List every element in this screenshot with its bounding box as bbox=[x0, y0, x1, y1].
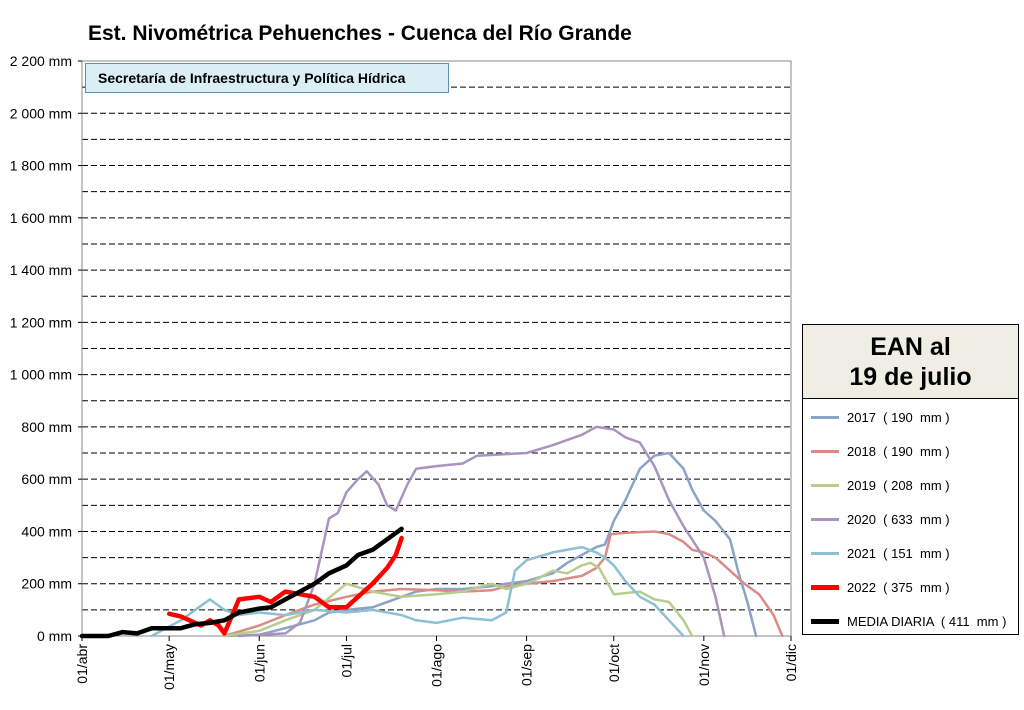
legend-swatch bbox=[811, 517, 839, 521]
legend-item: MEDIA DIARIA ( 411 mm ) bbox=[803, 609, 1006, 633]
y-tick-label: 0 mm bbox=[37, 628, 72, 644]
legend-item: 2022 ( 375 mm ) bbox=[803, 575, 950, 599]
x-tick-label: 01/abr bbox=[74, 644, 90, 684]
x-tick-label: 01/oct bbox=[606, 644, 622, 682]
x-tick-label: 01/ago bbox=[429, 644, 445, 687]
x-tick-label: 01/nov bbox=[696, 644, 712, 686]
legend-item: 2019 ( 208 mm ) bbox=[803, 473, 950, 497]
legend-label: 2017 ( 190 mm ) bbox=[847, 409, 950, 425]
grid-lines bbox=[82, 86, 791, 611]
legend-swatch bbox=[811, 618, 839, 624]
x-tick-label: 01/sep bbox=[519, 644, 535, 686]
y-tick-label: 1 200 mm bbox=[10, 314, 72, 330]
x-tick-label: 01/jun bbox=[251, 644, 267, 682]
legend-swatch bbox=[811, 415, 839, 419]
legend-swatch bbox=[811, 584, 839, 590]
y-tick-label: 600 mm bbox=[21, 471, 72, 487]
y-tick-label: 1 400 mm bbox=[10, 262, 72, 278]
y-tick-label: 200 mm bbox=[21, 576, 72, 592]
legend-swatch bbox=[811, 483, 839, 487]
legend-item: 2021 ( 151 mm ) bbox=[803, 541, 950, 565]
legend-label: 2018 ( 190 mm ) bbox=[847, 443, 950, 459]
series-line-2021 bbox=[150, 545, 685, 638]
series-line-2017 bbox=[223, 451, 758, 638]
y-tick-label: 2 000 mm bbox=[10, 105, 72, 121]
y-tick-label: 2 200 mm bbox=[10, 53, 72, 69]
x-axis: 01/abr 01/may 01/jun 01/jul 01/ago 01/sep 01/o… bbox=[74, 636, 799, 690]
legend-label: 2019 ( 208 mm ) bbox=[847, 477, 950, 493]
series-line-media-diaria bbox=[79, 526, 404, 639]
y-tick-label: 800 mm bbox=[21, 419, 72, 435]
legend-header: EAN al 19 de julio bbox=[803, 325, 1018, 399]
series-line-2019 bbox=[223, 561, 694, 638]
legend-header-line2: 19 de julio bbox=[849, 363, 972, 391]
legend-item: 2017 ( 190 mm ) bbox=[803, 405, 950, 429]
chart-title: Est. Nivométrica Pehuenches - Cuenca del… bbox=[88, 22, 632, 45]
legend-label: 2020 ( 633 mm ) bbox=[847, 511, 950, 527]
legend: EAN al 19 de julio 2017 ( 190 mm ) 2018 (… bbox=[802, 324, 1019, 635]
x-tick-label: 01/dic bbox=[783, 644, 799, 681]
series-line-2020 bbox=[237, 425, 726, 638]
y-axis: 0 mm 200 mm 400 mm 600 mm 800 mm 1 000 mm 1 20… bbox=[10, 53, 82, 644]
legend-header-line1: EAN al bbox=[870, 333, 951, 361]
subtitle-box: Secretaría de Infraestructura y Política… bbox=[85, 63, 449, 93]
x-tick-label: 01/jul bbox=[338, 644, 354, 677]
legend-item: 2020 ( 633 mm ) bbox=[803, 507, 950, 531]
legend-label: 2022 ( 375 mm ) bbox=[847, 579, 950, 595]
legend-label: MEDIA DIARIA ( 411 mm ) bbox=[847, 613, 1007, 629]
x-tick-label: 01/may bbox=[161, 644, 177, 690]
y-tick-label: 1 000 mm bbox=[10, 367, 72, 383]
y-tick-label: 1 600 mm bbox=[10, 210, 72, 226]
y-tick-label: 400 mm bbox=[21, 523, 72, 539]
legend-label: 2021 ( 151 mm ) bbox=[847, 545, 950, 561]
legend-swatch bbox=[811, 449, 839, 453]
y-tick-label: 1 800 mm bbox=[10, 158, 72, 174]
series-lines bbox=[79, 425, 784, 639]
legend-swatch bbox=[811, 551, 839, 555]
legend-item: 2018 ( 190 mm ) bbox=[803, 439, 950, 463]
